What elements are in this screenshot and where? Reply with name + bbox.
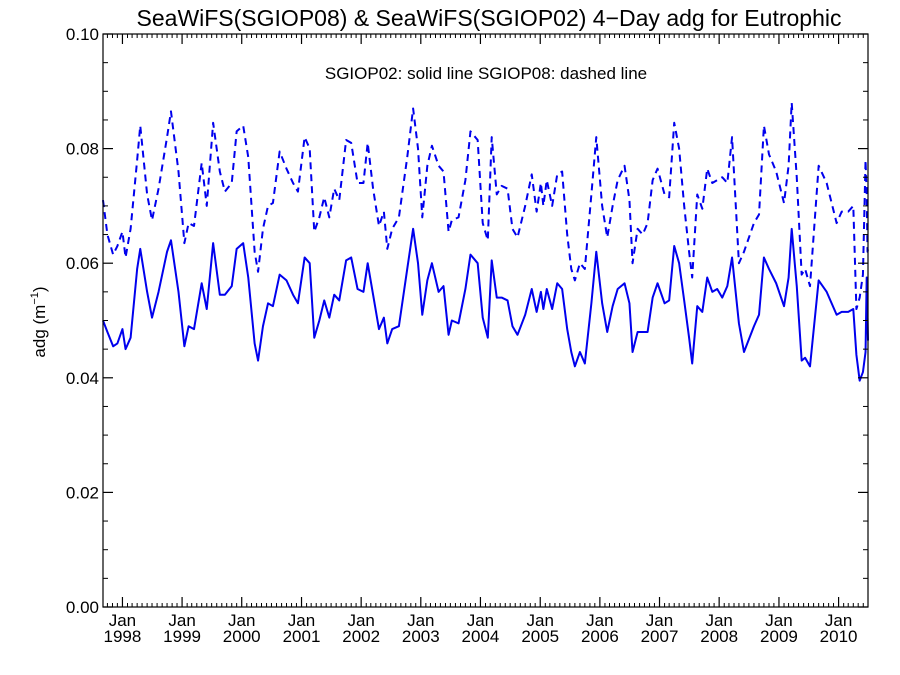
- y-axis-label-sup: −1: [29, 292, 41, 305]
- y-tick-label: 0.10: [66, 25, 99, 44]
- axes-layer: 0.000.020.040.060.080.10Jan1998Jan1999Ja…: [66, 25, 869, 646]
- chart-title: SeaWiFS(SGIOP08) & SeaWiFS(SGIOP02) 4−Da…: [137, 5, 842, 31]
- x-tick-label-year: 1998: [104, 627, 142, 646]
- x-tick-label-year: 2010: [820, 627, 858, 646]
- x-tick-label-year: 2007: [641, 627, 679, 646]
- x-tick-label-year: 2003: [402, 627, 440, 646]
- x-tick-label-year: 2005: [521, 627, 559, 646]
- x-tick-label-month: Jan: [527, 611, 554, 630]
- x-tick-label-year: 2009: [760, 627, 798, 646]
- x-tick-label-year: 2002: [342, 627, 380, 646]
- x-tick-label-month: Jan: [705, 611, 732, 630]
- x-tick-label-month: Jan: [228, 611, 255, 630]
- x-tick-label-year: 2001: [283, 627, 321, 646]
- y-axis-label-close: ): [30, 286, 49, 292]
- x-tick-label-year: 2000: [223, 627, 261, 646]
- series-annotation: SGIOP02: solid line SGIOP08: dashed line: [325, 64, 647, 83]
- y-tick-label: 0.08: [66, 140, 99, 159]
- x-tick-label-year: 2006: [581, 627, 619, 646]
- y-tick-label: 0.04: [66, 369, 99, 388]
- x-tick-label-month: Jan: [825, 611, 852, 630]
- y-tick-label: 0.02: [66, 483, 99, 502]
- y-axis-label-main: adg (m: [30, 305, 49, 358]
- x-tick-label-month: Jan: [288, 611, 315, 630]
- series-layer: [102, 101, 869, 382]
- series-line-solid: [102, 227, 869, 382]
- x-tick-label-month: Jan: [407, 611, 434, 630]
- x-tick-label-month: Jan: [109, 611, 136, 630]
- y-tick-label: 0.00: [66, 598, 99, 617]
- x-tick-label-month: Jan: [765, 611, 792, 630]
- plot-frame: [102, 33, 869, 608]
- x-tick-label-month: Jan: [168, 611, 195, 630]
- x-tick-label-year: 1999: [163, 627, 201, 646]
- x-tick-label-month: Jan: [586, 611, 613, 630]
- x-tick-label-month: Jan: [646, 611, 673, 630]
- x-tick-label-year: 2008: [700, 627, 738, 646]
- x-tick-label-year: 2004: [462, 627, 500, 646]
- y-axis-label: adg (m−1): [29, 286, 49, 357]
- x-tick-label-month: Jan: [467, 611, 494, 630]
- y-tick-label: 0.06: [66, 254, 99, 273]
- series-line-dashed: [102, 101, 869, 311]
- x-tick-label-month: Jan: [347, 611, 374, 630]
